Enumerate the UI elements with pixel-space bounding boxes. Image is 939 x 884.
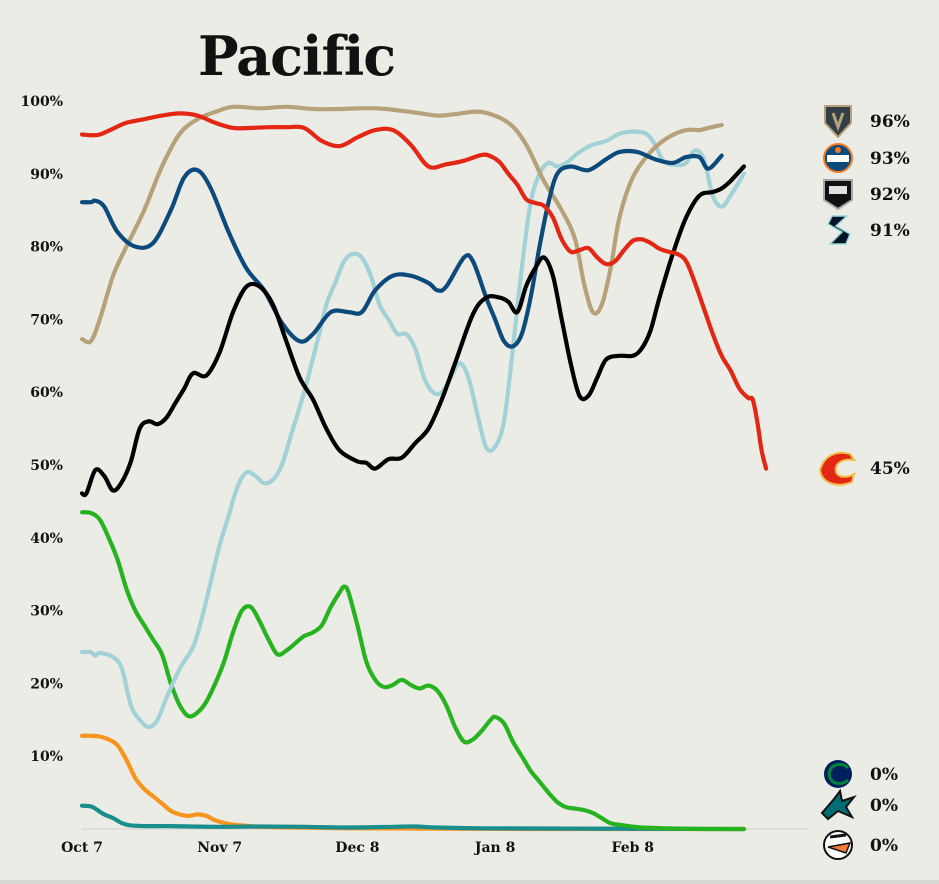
x-tick-label: Nov 7	[197, 840, 242, 856]
end-label-cgy: 45%	[870, 459, 910, 479]
flames-logo-icon	[818, 451, 857, 486]
y-tick-label: 40%	[30, 531, 63, 547]
series-line-edm	[79, 148, 724, 349]
y-tick-label: 60%	[30, 385, 63, 401]
y-tick-label: 90%	[30, 167, 63, 183]
y-tick-label: 50%	[30, 458, 63, 474]
y-tick-label: 10%	[30, 749, 63, 765]
series-line-van	[79, 733, 746, 832]
ducks-logo-icon	[823, 830, 853, 860]
chart-title: Pacific	[198, 24, 396, 88]
series-line-cgy	[79, 111, 769, 471]
series-line-lak	[79, 164, 746, 498]
oilers-logo-icon	[823, 143, 853, 173]
series-line-ana	[79, 510, 746, 832]
sharks-logo-icon	[820, 788, 857, 821]
series-line-vgk	[79, 104, 724, 345]
end-labels-layer: 96% 93% 92% 91% 45% 0% 0% 0%	[818, 105, 910, 860]
canucks-logo-icon	[824, 760, 852, 788]
y-tick-label: 30%	[30, 604, 63, 620]
axes-layer: 10% 20% 30% 40% 50% 60% 70% 80% 90% 100% Oct 7 Nov …	[20, 94, 808, 856]
bottom-rule	[0, 880, 939, 884]
end-label-sjs: 0%	[870, 796, 898, 816]
x-tick-label: Oct 7	[61, 840, 103, 856]
end-label-vgk: 96%	[870, 112, 910, 132]
y-tick-label: 80%	[30, 240, 63, 256]
series-line-sjs	[79, 803, 746, 832]
y-tick-label: 100%	[20, 94, 63, 110]
end-label-sea: 91%	[870, 221, 910, 241]
end-label-van: 0%	[870, 765, 898, 785]
end-label-ana: 0%	[870, 836, 898, 856]
series-line-sea	[79, 129, 746, 730]
x-tick-label: Dec 8	[335, 840, 379, 856]
x-tick-label: Jan 8	[473, 840, 516, 856]
kraken-logo-icon	[827, 215, 851, 245]
kings-logo-icon	[823, 179, 853, 211]
end-label-edm: 93%	[870, 149, 910, 169]
end-label-lak: 92%	[870, 185, 910, 205]
y-tick-label: 20%	[30, 676, 63, 692]
y-tick-label: 70%	[30, 312, 63, 328]
golden-knights-logo-icon	[824, 105, 852, 139]
x-tick-label: Feb 8	[612, 840, 655, 856]
series-lines-layer	[79, 104, 769, 832]
